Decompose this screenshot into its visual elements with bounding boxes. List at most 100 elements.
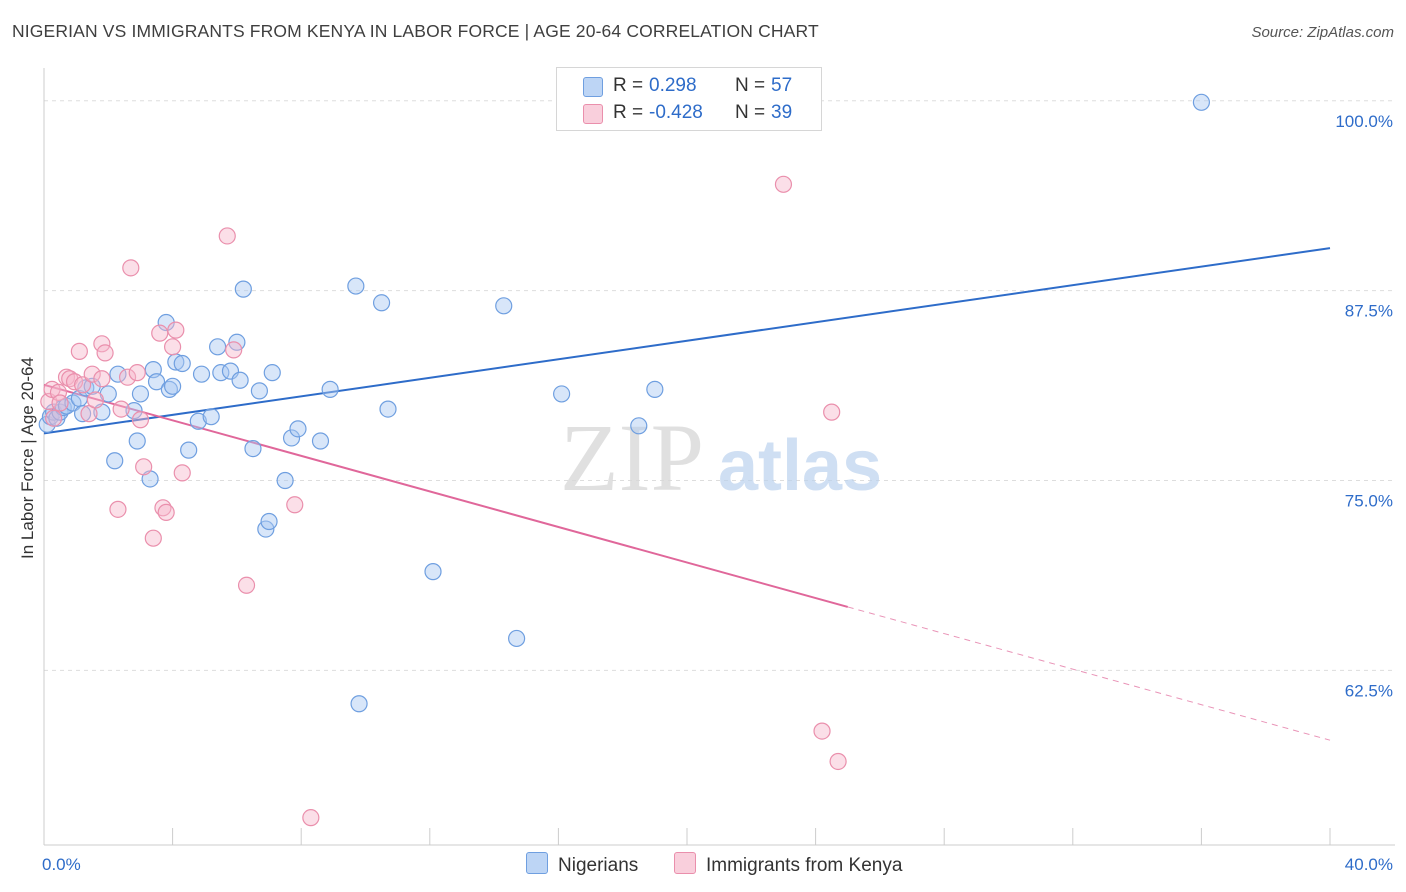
trend-line-solid: [43, 383, 849, 608]
legend-swatch-blue: [583, 77, 603, 97]
nigerian-point: [160, 380, 178, 398]
bottom-legend-label: Nigerians: [558, 855, 639, 876]
nigerian-point: [192, 365, 211, 383]
x-tick-label: 40.0%: [1345, 855, 1393, 874]
nigerian-point: [630, 417, 648, 435]
trend-line-dashed: [847, 606, 1331, 741]
nigerian-point: [250, 382, 269, 400]
nigerian-point: [311, 432, 330, 450]
nigerian-point: [209, 338, 227, 356]
nigerian-point: [276, 471, 294, 490]
trend-lines: [43, 247, 1331, 741]
kenya-point: [237, 576, 256, 594]
nigerian-point: [125, 402, 143, 420]
kenya-point: [823, 403, 841, 421]
nigerian-point: [109, 365, 127, 383]
bottom-legend-label: Immigrants from Kenya: [706, 855, 903, 876]
watermark: ZIP atlas: [560, 404, 882, 511]
kenya-point: [112, 400, 130, 418]
nigerian-point: [244, 439, 262, 458]
tick-labels: 100.0% 87.5% 75.0% 62.5% 0.0% 40.0%: [42, 112, 1393, 874]
trend-line-solid: [43, 247, 1331, 435]
kenya-point: [144, 529, 162, 547]
kenya-point: [73, 376, 92, 394]
data-points: [38, 93, 1211, 827]
nigerian-point: [202, 408, 220, 426]
nigerian-point: [1192, 93, 1211, 111]
kenya-point: [131, 411, 150, 429]
nigerian-point: [128, 432, 146, 450]
source-label: Source: ZipAtlas.com: [1251, 24, 1394, 41]
nigerian-point: [260, 512, 278, 531]
nigerian-point: [147, 373, 166, 391]
watermark-zip: ZIP: [560, 404, 704, 511]
nigerian-point: [282, 429, 301, 447]
nigerian-point: [180, 441, 198, 459]
bottom-legend-nigerians: Nigerians: [526, 852, 638, 877]
nigerian-point: [508, 629, 526, 648]
legend-r-label: R =: [613, 102, 644, 123]
nigerian-point: [263, 364, 281, 382]
legend-n-value: 39: [771, 102, 793, 123]
kenya-point: [167, 321, 185, 339]
kenya-point: [151, 324, 169, 342]
axes: [43, 68, 1395, 846]
kenya-point: [96, 344, 114, 362]
kenya-point: [122, 259, 140, 277]
legend-r-value: -0.428: [649, 102, 703, 123]
legend-r-label: R =: [613, 75, 644, 96]
kenya-point: [45, 409, 63, 427]
y-tick-label: 100.0%: [1335, 112, 1393, 131]
legend-r-value: 0.298: [649, 75, 697, 96]
kenya-point: [83, 365, 101, 383]
kenya-point: [302, 809, 320, 827]
chart-title: NIGERIAN VS IMMIGRANTS FROM KENYA IN LAB…: [12, 21, 819, 41]
legend-swatch-pink: [583, 104, 603, 124]
x-tick-label: 0.0%: [42, 855, 81, 874]
kenya-point: [157, 503, 175, 521]
nigerian-point: [289, 420, 307, 438]
watermark-atlas: atlas: [718, 426, 882, 506]
kenya-point: [51, 394, 69, 412]
legend-n-label: N =: [735, 102, 766, 123]
nigerian-point: [321, 380, 339, 398]
kenya-point: [70, 342, 88, 360]
nigerian-point: [379, 400, 397, 418]
kenya-point: [109, 500, 127, 518]
kenya-point: [164, 338, 182, 356]
nigerian-point: [350, 695, 368, 713]
kenya-point: [829, 752, 847, 771]
nigerian-point: [372, 294, 391, 312]
nigerian-point: [231, 371, 249, 389]
y-axis-label: In Labor Force | Age 20-64: [18, 357, 37, 559]
kenya-point: [49, 383, 68, 401]
kenya-point: [774, 175, 793, 193]
legend-n-value: 57: [771, 75, 793, 96]
nigerian-point: [164, 377, 182, 395]
stats-legend: R = 0.298 N = 57 R = -0.428 N = 39: [556, 67, 822, 131]
nigerian-point: [106, 452, 124, 470]
nigerian-point: [73, 405, 92, 423]
y-tick-label: 87.5%: [1345, 302, 1393, 321]
bottom-legend-swatch-pink: [674, 852, 696, 874]
nigerian-point: [189, 412, 207, 430]
y-tick-label: 62.5%: [1345, 681, 1393, 700]
kenya-point: [118, 368, 137, 386]
nigerian-point: [646, 380, 664, 398]
kenya-point: [93, 370, 111, 388]
nigerian-point: [131, 385, 150, 403]
kenya-point: [86, 391, 105, 409]
nigerian-point: [495, 297, 513, 315]
bottom-legend-swatch-blue: [526, 852, 548, 874]
kenya-point: [135, 458, 153, 476]
nigerian-point: [424, 563, 442, 581]
nigerian-point: [234, 280, 252, 298]
kenya-point: [218, 227, 236, 245]
y-tick-label: 75.0%: [1345, 491, 1393, 510]
nigerian-point: [553, 385, 571, 403]
kenya-point: [128, 364, 146, 382]
kenya-point: [93, 335, 111, 353]
kenya-point: [225, 341, 243, 359]
legend-n-label: N =: [735, 75, 766, 96]
